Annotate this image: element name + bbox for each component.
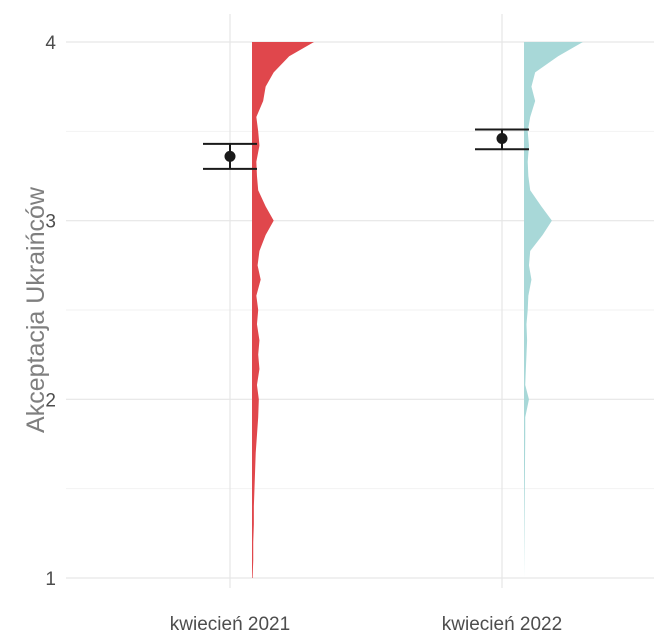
half-violin-2 xyxy=(524,42,583,578)
violins xyxy=(252,42,583,578)
mean-point xyxy=(224,150,236,162)
error-bars xyxy=(203,128,529,170)
y-tick-label: 2 xyxy=(45,390,56,411)
y-tick-label: 1 xyxy=(45,569,56,590)
x-tick-label: kwiecień 2021 xyxy=(170,614,290,633)
y-tick-label: 4 xyxy=(45,33,56,54)
minor-gridlines xyxy=(66,130,654,490)
y-axis-title: Akceptacja Ukraińców xyxy=(22,186,50,433)
x-axis-ticks: kwiecień 2021 kwiecień 2022 xyxy=(170,614,562,633)
y-tick-label: 3 xyxy=(45,212,56,233)
half-violin-1 xyxy=(252,42,314,578)
y-axis-ticks: 1 2 3 4 xyxy=(45,33,56,590)
x-tick-label: kwiecień 2022 xyxy=(442,614,562,633)
major-gridlines xyxy=(66,14,654,588)
mean-point xyxy=(496,132,508,144)
